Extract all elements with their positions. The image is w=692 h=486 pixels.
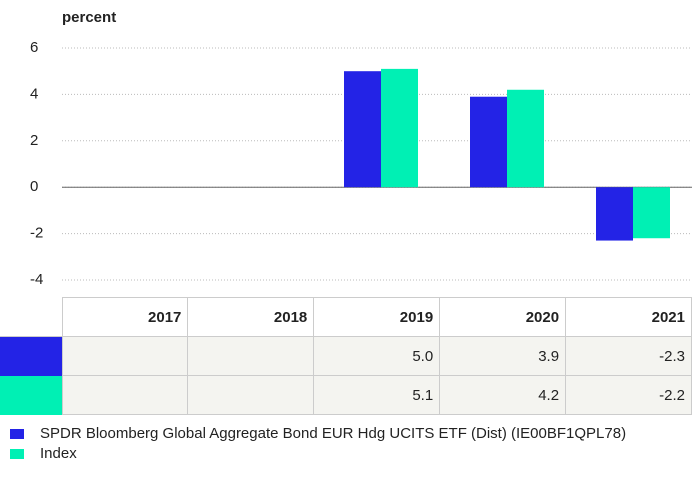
legend-swatch (10, 429, 24, 439)
legend-item: Index (0, 444, 680, 464)
row-swatch (0, 336, 62, 376)
column-header: 2021 (565, 297, 692, 337)
legend: SPDR Bloomberg Global Aggregate Bond EUR… (0, 424, 692, 464)
value-cell: 3.9 (439, 336, 567, 376)
value-cell: -2.2 (565, 375, 692, 415)
bar (633, 187, 670, 239)
bar (344, 71, 381, 188)
bar (507, 89, 544, 188)
value-cell (61, 336, 189, 376)
legend-label: Index (40, 445, 77, 462)
bar (470, 96, 507, 188)
column-header: 2018 (187, 297, 315, 337)
y-tick-label: 4 (30, 85, 38, 102)
bar (596, 187, 633, 241)
column-header: 2019 (313, 297, 441, 337)
value-cell (187, 375, 315, 415)
corner-cell (0, 297, 62, 337)
legend-swatch (10, 449, 24, 459)
column-header: 2020 (439, 297, 567, 337)
column-header: 2017 (61, 297, 189, 337)
y-axis-label: percent (62, 9, 116, 26)
value-cell (61, 375, 189, 415)
value-cell: -2.3 (565, 336, 692, 376)
chart: percent -4 -2 0 2 4 6 (30, 9, 692, 288)
y-tick-label: -2 (30, 225, 43, 242)
bar (381, 68, 418, 188)
value-cell: 5.0 (313, 336, 441, 376)
value-cell: 4.2 (439, 375, 567, 415)
y-tick-label: 2 (30, 132, 38, 149)
y-tick-label: 6 (30, 39, 38, 56)
table-header: 2017 2018 2019 2020 2021 (0, 297, 692, 337)
legend-item: SPDR Bloomberg Global Aggregate Bond EUR… (0, 424, 680, 444)
table-row: 5.1 4.2 -2.2 (0, 375, 692, 415)
legend-label: SPDR Bloomberg Global Aggregate Bond EUR… (40, 425, 627, 442)
row-swatch (0, 375, 62, 415)
table-row: 5.0 3.9 -2.3 (0, 336, 692, 376)
y-tick-label: 0 (30, 178, 38, 195)
value-cell (187, 336, 315, 376)
value-cell: 5.1 (313, 375, 441, 415)
y-tick-label: -4 (30, 271, 43, 288)
data-table: 2017 2018 2019 2020 2021 5.0 3.9 -2.3 5.1 4.2 -2.2 (0, 297, 692, 415)
